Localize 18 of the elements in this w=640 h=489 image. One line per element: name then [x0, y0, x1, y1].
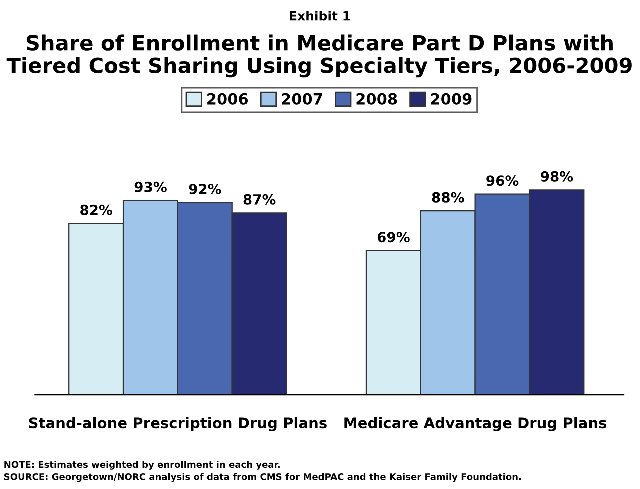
x-tick-label: Stand-alone Prescription Drug Plans — [29, 417, 327, 432]
data-label: 96% — [486, 176, 519, 186]
text: NOTE: Estimates weighted by enrollment in each year. — [4, 461, 280, 470]
data-label: 87% — [244, 194, 276, 205]
source-note: SOURCE: Georgetown/NORC analysis of data from CMS for MedPAC and the Kaiser Family Foundation. — [4, 473, 522, 482]
chart-subtitle: Exhibit 1 — [290, 11, 350, 21]
data-label: 88% — [432, 192, 464, 203]
legend-label: 2007 — [282, 93, 322, 105]
data-label: 92% — [189, 184, 222, 194]
data-label: 98% — [541, 171, 574, 182]
legend-label: 2009 — [431, 93, 472, 105]
legend-label: 2006 — [208, 93, 248, 105]
data-label: 82% — [80, 204, 112, 216]
data-label: 69% — [378, 232, 410, 243]
x-tick-label: Medicare Advantage Drug Plans — [344, 417, 607, 432]
chart-title: Share of Enrollment in Medicare Part D Plans with Tiered Cost Sharing Using Specialty Tiers, 2006-2009 — [6, 34, 632, 78]
legend-label: 2008 — [356, 93, 398, 105]
data-label: 93% — [134, 182, 167, 192]
